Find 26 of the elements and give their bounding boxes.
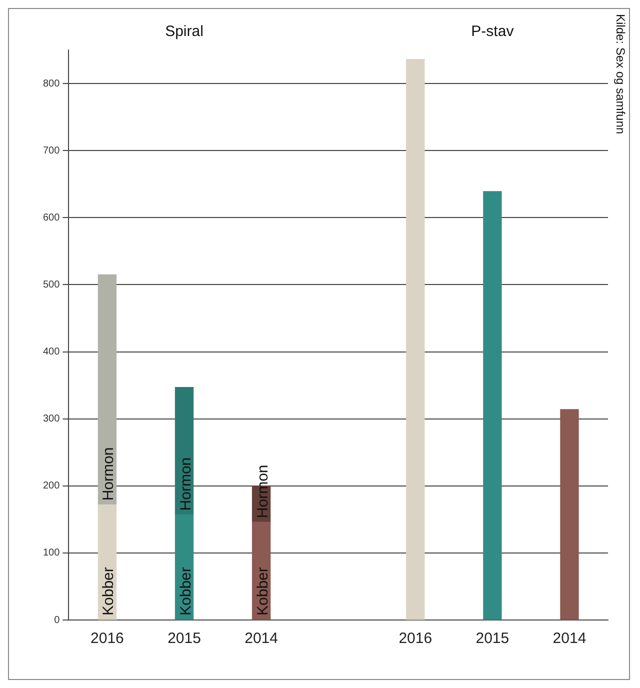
y-tick-label: 400 bbox=[42, 346, 60, 358]
x-tick-label: 2015 bbox=[476, 630, 510, 648]
y-tick-label: 800 bbox=[42, 78, 60, 90]
bar bbox=[174, 386, 194, 516]
y-tick-label: 200 bbox=[42, 480, 60, 492]
y-tick-label: 300 bbox=[42, 414, 60, 425]
text: Hormon bbox=[254, 464, 272, 518]
text: Kobber bbox=[100, 567, 118, 616]
x-tick-label: 2014 bbox=[552, 630, 586, 648]
text: Kilde: Sex og samfunn bbox=[614, 14, 628, 134]
text: Spiral bbox=[165, 23, 204, 40]
bar bbox=[98, 274, 117, 505]
y-tick-label: 600 bbox=[42, 212, 60, 224]
y-tick-label: 100 bbox=[42, 548, 60, 559]
x-tick-label: 2015 bbox=[168, 630, 201, 648]
text: P-stav bbox=[471, 23, 514, 40]
series-label: Hormon bbox=[177, 457, 194, 511]
y-tick-label: 0 bbox=[54, 614, 60, 626]
y-tick-label: 500 bbox=[42, 279, 60, 290]
text: Kobber bbox=[254, 567, 272, 616]
x-tick-label: 2016 bbox=[90, 630, 124, 648]
x-tick-label: 2016 bbox=[398, 630, 432, 648]
x-tick-label: 2014 bbox=[244, 630, 278, 648]
y-tick-label: 700 bbox=[42, 145, 60, 156]
series-label: Kobber bbox=[177, 567, 194, 616]
text: Hormon bbox=[100, 447, 118, 501]
